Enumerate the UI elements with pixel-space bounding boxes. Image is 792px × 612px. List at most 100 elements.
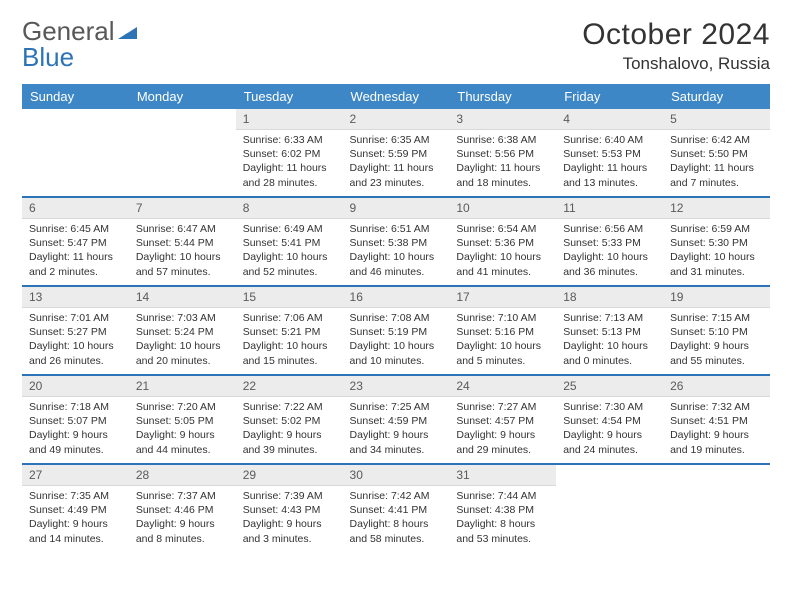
weekday-header: Sunday — [22, 84, 129, 109]
day-cell — [129, 109, 236, 197]
week-row: 1Sunrise: 6:33 AMSunset: 6:02 PMDaylight… — [22, 109, 770, 197]
day-number: 27 — [22, 465, 129, 486]
day-cell: 9Sunrise: 6:51 AMSunset: 5:38 PMDaylight… — [343, 198, 450, 286]
calendar-table: Sunday Monday Tuesday Wednesday Thursday… — [22, 84, 770, 553]
day-cell: 21Sunrise: 7:20 AMSunset: 5:05 PMDayligh… — [129, 376, 236, 464]
day-body: Sunrise: 7:15 AMSunset: 5:10 PMDaylight:… — [663, 308, 770, 371]
day-cell: 19Sunrise: 7:15 AMSunset: 5:10 PMDayligh… — [663, 287, 770, 375]
day-cell: 23Sunrise: 7:25 AMSunset: 4:59 PMDayligh… — [343, 376, 450, 464]
day-number: 7 — [129, 198, 236, 219]
weekday-header-row: Sunday Monday Tuesday Wednesday Thursday… — [22, 84, 770, 109]
day-number: 9 — [343, 198, 450, 219]
day-cell: 15Sunrise: 7:06 AMSunset: 5:21 PMDayligh… — [236, 287, 343, 375]
day-number: 23 — [343, 376, 450, 397]
day-body: Sunrise: 7:42 AMSunset: 4:41 PMDaylight:… — [343, 486, 450, 549]
day-body: Sunrise: 6:33 AMSunset: 6:02 PMDaylight:… — [236, 130, 343, 193]
day-body: Sunrise: 6:38 AMSunset: 5:56 PMDaylight:… — [449, 130, 556, 193]
day-cell: 22Sunrise: 7:22 AMSunset: 5:02 PMDayligh… — [236, 376, 343, 464]
day-number: 21 — [129, 376, 236, 397]
day-number: 13 — [22, 287, 129, 308]
day-number: 18 — [556, 287, 663, 308]
day-body: Sunrise: 7:37 AMSunset: 4:46 PMDaylight:… — [129, 486, 236, 549]
weekday-header: Wednesday — [343, 84, 450, 109]
day-number: 1 — [236, 109, 343, 130]
day-number: 28 — [129, 465, 236, 486]
day-body: Sunrise: 6:35 AMSunset: 5:59 PMDaylight:… — [343, 130, 450, 193]
day-cell: 14Sunrise: 7:03 AMSunset: 5:24 PMDayligh… — [129, 287, 236, 375]
weekday-header: Thursday — [449, 84, 556, 109]
week-row: 6Sunrise: 6:45 AMSunset: 5:47 PMDaylight… — [22, 198, 770, 286]
day-cell — [663, 465, 770, 553]
day-body: Sunrise: 6:45 AMSunset: 5:47 PMDaylight:… — [22, 219, 129, 282]
day-body: Sunrise: 6:49 AMSunset: 5:41 PMDaylight:… — [236, 219, 343, 282]
day-cell: 31Sunrise: 7:44 AMSunset: 4:38 PMDayligh… — [449, 465, 556, 553]
day-cell: 5Sunrise: 6:42 AMSunset: 5:50 PMDaylight… — [663, 109, 770, 197]
weekday-header: Monday — [129, 84, 236, 109]
day-number: 24 — [449, 376, 556, 397]
day-body: Sunrise: 6:47 AMSunset: 5:44 PMDaylight:… — [129, 219, 236, 282]
day-number: 19 — [663, 287, 770, 308]
day-number: 5 — [663, 109, 770, 130]
day-body: Sunrise: 7:18 AMSunset: 5:07 PMDaylight:… — [22, 397, 129, 460]
day-cell: 24Sunrise: 7:27 AMSunset: 4:57 PMDayligh… — [449, 376, 556, 464]
day-cell: 3Sunrise: 6:38 AMSunset: 5:56 PMDaylight… — [449, 109, 556, 197]
day-body: Sunrise: 6:54 AMSunset: 5:36 PMDaylight:… — [449, 219, 556, 282]
day-number: 26 — [663, 376, 770, 397]
weekday-header: Friday — [556, 84, 663, 109]
day-cell: 20Sunrise: 7:18 AMSunset: 5:07 PMDayligh… — [22, 376, 129, 464]
day-cell: 27Sunrise: 7:35 AMSunset: 4:49 PMDayligh… — [22, 465, 129, 553]
day-body: Sunrise: 7:10 AMSunset: 5:16 PMDaylight:… — [449, 308, 556, 371]
day-number: 16 — [343, 287, 450, 308]
weekday-header: Saturday — [663, 84, 770, 109]
day-cell: 13Sunrise: 7:01 AMSunset: 5:27 PMDayligh… — [22, 287, 129, 375]
day-number: 29 — [236, 465, 343, 486]
week-row: 27Sunrise: 7:35 AMSunset: 4:49 PMDayligh… — [22, 465, 770, 553]
day-body: Sunrise: 7:35 AMSunset: 4:49 PMDaylight:… — [22, 486, 129, 549]
day-number: 10 — [449, 198, 556, 219]
day-cell: 11Sunrise: 6:56 AMSunset: 5:33 PMDayligh… — [556, 198, 663, 286]
day-body: Sunrise: 6:59 AMSunset: 5:30 PMDaylight:… — [663, 219, 770, 282]
day-cell: 16Sunrise: 7:08 AMSunset: 5:19 PMDayligh… — [343, 287, 450, 375]
day-cell — [22, 109, 129, 197]
day-body: Sunrise: 7:39 AMSunset: 4:43 PMDaylight:… — [236, 486, 343, 549]
day-number: 15 — [236, 287, 343, 308]
day-body: Sunrise: 7:03 AMSunset: 5:24 PMDaylight:… — [129, 308, 236, 371]
day-cell: 10Sunrise: 6:54 AMSunset: 5:36 PMDayligh… — [449, 198, 556, 286]
day-number: 25 — [556, 376, 663, 397]
day-number: 30 — [343, 465, 450, 486]
day-cell: 2Sunrise: 6:35 AMSunset: 5:59 PMDaylight… — [343, 109, 450, 197]
day-cell: 7Sunrise: 6:47 AMSunset: 5:44 PMDaylight… — [129, 198, 236, 286]
day-number: 8 — [236, 198, 343, 219]
day-cell: 12Sunrise: 6:59 AMSunset: 5:30 PMDayligh… — [663, 198, 770, 286]
day-body: Sunrise: 6:51 AMSunset: 5:38 PMDaylight:… — [343, 219, 450, 282]
day-number: 17 — [449, 287, 556, 308]
day-number: 2 — [343, 109, 450, 130]
day-cell: 18Sunrise: 7:13 AMSunset: 5:13 PMDayligh… — [556, 287, 663, 375]
day-cell: 6Sunrise: 6:45 AMSunset: 5:47 PMDaylight… — [22, 198, 129, 286]
day-body: Sunrise: 6:40 AMSunset: 5:53 PMDaylight:… — [556, 130, 663, 193]
day-body: Sunrise: 7:30 AMSunset: 4:54 PMDaylight:… — [556, 397, 663, 460]
day-body: Sunrise: 6:56 AMSunset: 5:33 PMDaylight:… — [556, 219, 663, 282]
week-row: 13Sunrise: 7:01 AMSunset: 5:27 PMDayligh… — [22, 287, 770, 375]
day-body: Sunrise: 7:32 AMSunset: 4:51 PMDaylight:… — [663, 397, 770, 460]
day-cell — [556, 465, 663, 553]
day-cell: 29Sunrise: 7:39 AMSunset: 4:43 PMDayligh… — [236, 465, 343, 553]
day-cell: 30Sunrise: 7:42 AMSunset: 4:41 PMDayligh… — [343, 465, 450, 553]
day-cell: 4Sunrise: 6:40 AMSunset: 5:53 PMDaylight… — [556, 109, 663, 197]
day-cell: 28Sunrise: 7:37 AMSunset: 4:46 PMDayligh… — [129, 465, 236, 553]
day-body: Sunrise: 7:08 AMSunset: 5:19 PMDaylight:… — [343, 308, 450, 371]
day-body: Sunrise: 7:01 AMSunset: 5:27 PMDaylight:… — [22, 308, 129, 371]
day-cell: 25Sunrise: 7:30 AMSunset: 4:54 PMDayligh… — [556, 376, 663, 464]
day-number: 4 — [556, 109, 663, 130]
day-body: Sunrise: 7:06 AMSunset: 5:21 PMDaylight:… — [236, 308, 343, 371]
logo: GeneralBlue — [22, 18, 139, 70]
day-number: 6 — [22, 198, 129, 219]
weekday-header: Tuesday — [236, 84, 343, 109]
day-cell: 8Sunrise: 6:49 AMSunset: 5:41 PMDaylight… — [236, 198, 343, 286]
day-number: 14 — [129, 287, 236, 308]
logo-text-blue: Blue — [22, 42, 74, 72]
day-cell: 1Sunrise: 6:33 AMSunset: 6:02 PMDaylight… — [236, 109, 343, 197]
day-number: 12 — [663, 198, 770, 219]
day-cell: 17Sunrise: 7:10 AMSunset: 5:16 PMDayligh… — [449, 287, 556, 375]
day-number: 31 — [449, 465, 556, 486]
